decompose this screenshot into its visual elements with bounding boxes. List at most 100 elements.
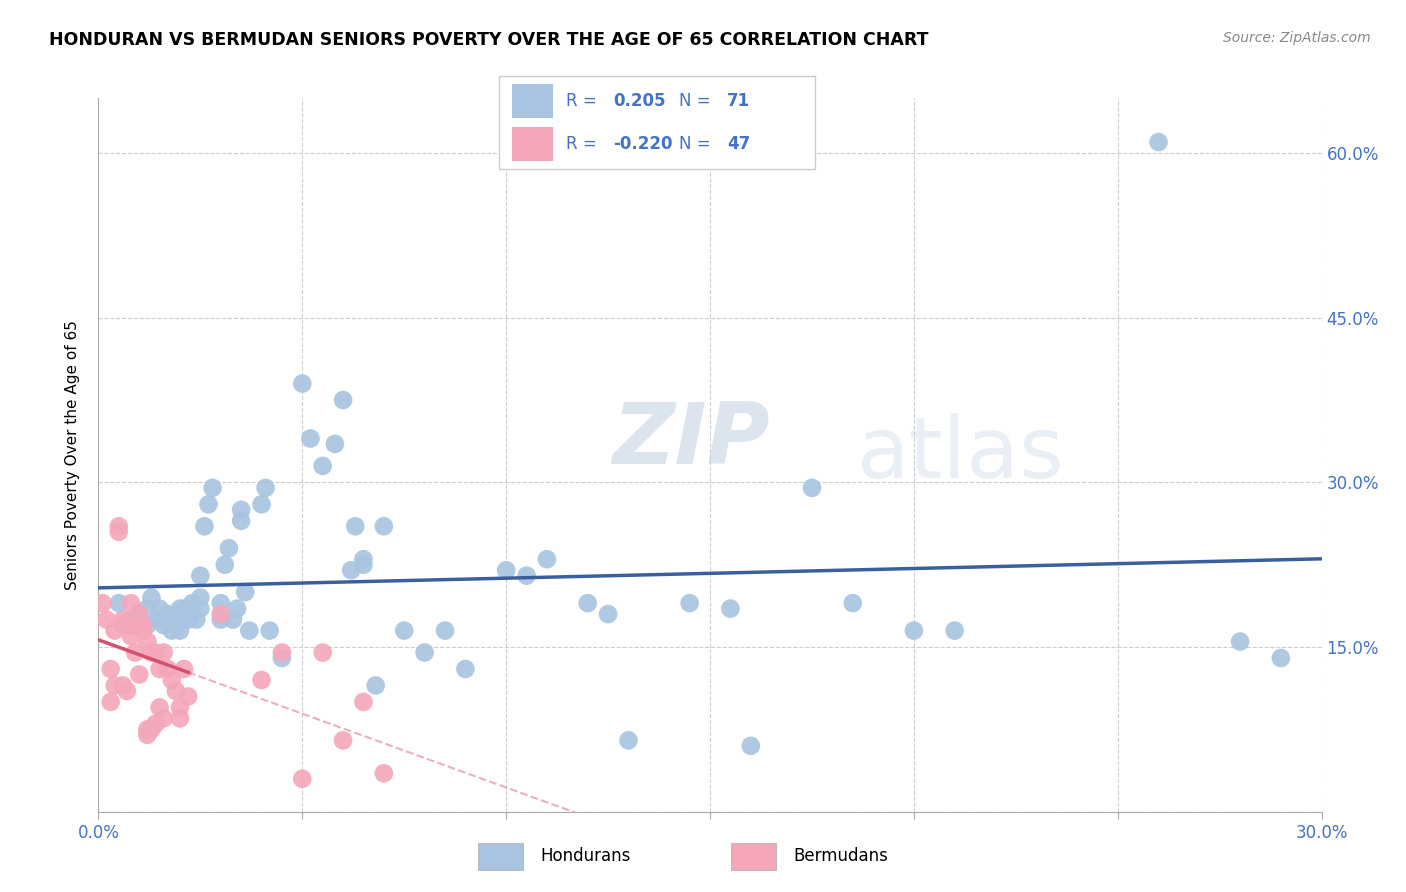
Point [120, 629, 142, 643]
Point [254, 481, 277, 495]
Point [111, 678, 134, 692]
Point [120, 613, 142, 627]
Point [291, 376, 314, 391]
Point [173, 601, 195, 615]
Point [96, 613, 118, 627]
Point [903, 624, 925, 638]
Point [136, 728, 159, 742]
Text: Hondurans: Hondurans [540, 847, 630, 865]
Point [720, 601, 742, 615]
Point [160, 624, 183, 638]
Point [1229, 634, 1251, 648]
Point [152, 711, 174, 725]
Point [149, 662, 172, 676]
Point [434, 624, 457, 638]
Point [136, 634, 159, 648]
Point [173, 662, 195, 676]
Point [536, 552, 558, 566]
Point [214, 558, 236, 572]
Point [1147, 135, 1170, 149]
Point [238, 624, 260, 638]
Point [188, 601, 212, 615]
Point [141, 591, 163, 605]
Point [124, 646, 146, 660]
Text: 47: 47 [727, 136, 751, 153]
Point [186, 613, 208, 627]
Point [169, 601, 191, 615]
Text: -0.220: -0.220 [613, 136, 672, 153]
Point [104, 678, 127, 692]
Point [943, 624, 966, 638]
Point [124, 618, 146, 632]
FancyBboxPatch shape [478, 843, 523, 870]
Point [104, 624, 127, 638]
Point [209, 596, 232, 610]
Point [149, 601, 172, 615]
Point [173, 613, 195, 627]
Point [128, 607, 150, 621]
Point [100, 662, 122, 676]
Point [270, 646, 294, 660]
Point [801, 481, 824, 495]
Point [177, 690, 200, 704]
Point [141, 723, 163, 737]
Point [617, 733, 640, 747]
Point [120, 596, 142, 610]
Point [201, 481, 224, 495]
Point [152, 646, 174, 660]
Point [111, 613, 134, 627]
Point [169, 624, 191, 638]
Text: N =: N = [679, 92, 711, 110]
Point [108, 519, 131, 533]
Text: R =: R = [565, 136, 596, 153]
Point [218, 541, 240, 556]
Point [145, 646, 167, 660]
Point [323, 437, 346, 451]
Point [128, 667, 150, 681]
Point [299, 432, 322, 446]
Point [364, 678, 387, 692]
Point [115, 684, 138, 698]
Point [177, 613, 200, 627]
Point [136, 601, 159, 615]
Point [373, 519, 395, 533]
Point [128, 607, 150, 621]
Point [169, 711, 191, 725]
Text: R =: R = [565, 92, 596, 110]
FancyBboxPatch shape [512, 128, 553, 161]
Point [352, 558, 374, 572]
Point [352, 552, 374, 566]
Y-axis label: Seniors Poverty Over the Age of 65: Seniors Poverty Over the Age of 65 [65, 320, 80, 590]
Text: Bermudans: Bermudans [793, 847, 887, 865]
Point [250, 497, 273, 511]
Point [222, 613, 245, 627]
Point [291, 772, 314, 786]
Text: ZIP: ZIP [612, 399, 770, 483]
Point [165, 618, 187, 632]
Point [413, 646, 436, 660]
Point [352, 695, 374, 709]
Point [132, 624, 155, 638]
Point [516, 568, 538, 582]
Point [312, 646, 335, 660]
Point [576, 596, 599, 610]
Point [226, 601, 249, 615]
Point [149, 613, 172, 627]
Text: 71: 71 [727, 92, 749, 110]
Point [392, 624, 416, 638]
Point [197, 497, 219, 511]
Point [841, 596, 863, 610]
Point [332, 733, 354, 747]
Point [188, 591, 212, 605]
Point [141, 646, 163, 660]
Point [136, 618, 159, 632]
Point [231, 503, 253, 517]
Text: N =: N = [679, 136, 711, 153]
Point [495, 563, 517, 577]
Point [91, 596, 114, 610]
Point [111, 618, 134, 632]
Point [679, 596, 702, 610]
Point [340, 563, 363, 577]
Point [250, 673, 273, 687]
Point [108, 524, 131, 539]
